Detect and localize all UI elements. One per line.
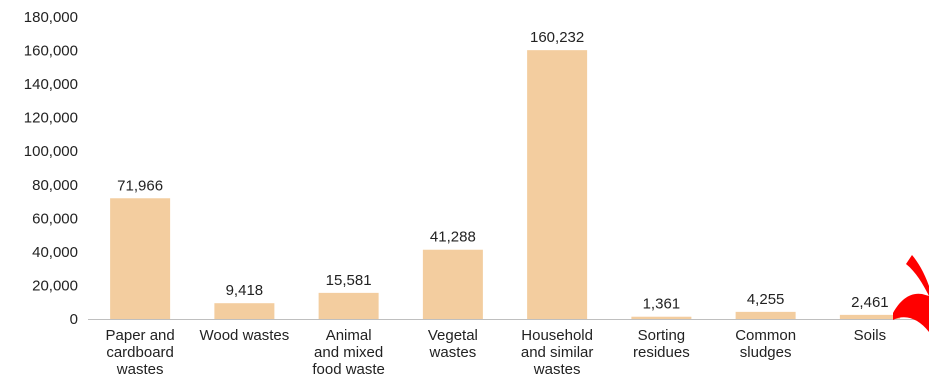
bar bbox=[318, 292, 379, 319]
x-tick-label-line: Household bbox=[521, 327, 593, 344]
data-label: 1,361 bbox=[643, 296, 681, 313]
red-ribbon-shape bbox=[893, 293, 929, 332]
y-tick-label: 40,000 bbox=[32, 244, 78, 261]
bar bbox=[735, 311, 796, 319]
bar bbox=[839, 314, 900, 319]
y-tick-label: 120,000 bbox=[24, 110, 78, 127]
x-tick-label: Household and similar wastes bbox=[521, 327, 594, 378]
y-axis-tick-labels: 0 20,000 40,000 60,000 80,000 100,000 120,000 1… bbox=[24, 9, 78, 328]
data-label: 160,232 bbox=[530, 29, 584, 46]
x-tick-label-line: Common bbox=[735, 327, 796, 344]
x-tick-label: Common sludges bbox=[735, 327, 796, 361]
data-label: 4,255 bbox=[747, 291, 785, 308]
y-tick-label: 180,000 bbox=[24, 9, 78, 26]
data-label: 2,461 bbox=[851, 294, 889, 311]
x-tick-label-line: food waste bbox=[312, 361, 385, 378]
x-tick-label: Soils bbox=[854, 327, 887, 344]
bar bbox=[631, 316, 692, 319]
x-tick-label-line: Wood wastes bbox=[199, 327, 289, 344]
data-labels-group: 71,966 9,418 15,581 41,288 160,232 1,361 4,255… bbox=[117, 29, 888, 313]
y-tick-label: 20,000 bbox=[32, 277, 78, 294]
x-tick-label: Wood wastes bbox=[199, 327, 289, 344]
data-label: 71,966 bbox=[117, 177, 163, 194]
x-tick-label-line: Vegetal bbox=[428, 327, 478, 344]
bar bbox=[110, 198, 171, 319]
y-tick-label: 100,000 bbox=[24, 143, 78, 160]
data-label: 15,581 bbox=[326, 272, 372, 289]
x-tick-label: Sorting residues bbox=[633, 327, 690, 361]
x-tick-label-line: Animal bbox=[326, 327, 372, 344]
x-tick-label-line: wastes bbox=[533, 361, 581, 378]
bar bbox=[527, 50, 588, 319]
x-tick-label-line: cardboard bbox=[106, 344, 174, 361]
bar bbox=[422, 249, 483, 319]
x-tick-label-line: and similar bbox=[521, 344, 594, 361]
bars-group bbox=[110, 50, 900, 319]
bar bbox=[214, 303, 275, 319]
x-tick-label-line: and mixed bbox=[314, 344, 383, 361]
x-tick-label-line: wastes bbox=[116, 361, 164, 378]
y-tick-label: 140,000 bbox=[24, 76, 78, 93]
red-ribbon-icon bbox=[893, 255, 929, 332]
y-tick-label: 0 bbox=[70, 311, 78, 328]
y-tick-label: 60,000 bbox=[32, 210, 78, 227]
data-label: 41,288 bbox=[430, 229, 476, 246]
x-tick-label-line: residues bbox=[633, 344, 690, 361]
x-tick-label: Paper and cardboard wastes bbox=[106, 327, 175, 378]
x-tick-label-line: wastes bbox=[429, 344, 477, 361]
x-tick-label-line: Paper and bbox=[106, 327, 175, 344]
x-tick-label-line: sludges bbox=[740, 344, 792, 361]
x-tick-label: Vegetal wastes bbox=[428, 327, 478, 361]
x-tick-label-line: Soils bbox=[854, 327, 887, 344]
data-label: 9,418 bbox=[226, 282, 264, 299]
x-tick-label-line: Sorting bbox=[638, 327, 686, 344]
y-tick-label: 160,000 bbox=[24, 43, 78, 60]
y-tick-label: 80,000 bbox=[32, 177, 78, 194]
red-ribbon-tail bbox=[906, 255, 929, 296]
x-tick-label: Animal and mixed food waste bbox=[312, 327, 385, 378]
